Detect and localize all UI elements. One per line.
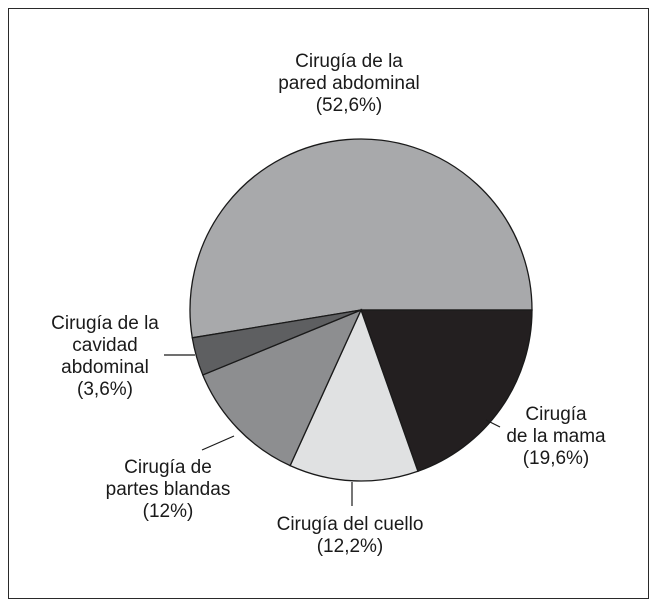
leader-lines (164, 354, 501, 506)
slice-cuello (289, 308, 419, 482)
leader-line-1 (485, 419, 501, 428)
slice-labels: Cirugía de la pared abdominal (52,6%)Cirug… (51, 51, 606, 557)
label-mama-line: Cirugía (525, 404, 587, 425)
leader-line-3 (201, 435, 235, 451)
slice-cavidad-abdominal (191, 309, 362, 376)
label-partes-blandas: Cirugía de partes blandas (12%) (106, 457, 231, 522)
label-partes-blandas-line: (12%) (143, 501, 194, 522)
label-partes-blandas-line: partes blandas (106, 479, 231, 500)
label-cavidad-abdominal-line: abdominal (61, 357, 149, 378)
label-cavidad-abdominal-line: Cirugía de la (51, 313, 159, 334)
label-cavidad-abdominal-line: cavidad (72, 335, 138, 356)
label-cuello-line: Cirugía del cuello (277, 514, 424, 535)
label-mama-line: (19,6%) (523, 448, 590, 469)
label-cuello-line: (12,2%) (317, 536, 384, 557)
label-pared-abdominal-line: pared abdominal (278, 73, 420, 94)
slice-pared-abdominal (189, 138, 533, 339)
label-partes-blandas-line: Cirugía de (124, 457, 212, 478)
label-pared-abdominal-line: Cirugía de la (295, 51, 403, 72)
label-pared-abdominal-line: (52,6%) (316, 95, 383, 116)
label-cuello: Cirugía del cuello (12,2%) (277, 514, 424, 557)
label-mama: Cirugía de la mama (19,6%) (506, 404, 606, 469)
slice-partes-blandas (201, 308, 363, 467)
label-cavidad-abdominal: Cirugía de la cavidad abdominal (3,6%) (51, 313, 159, 400)
pie-slices (189, 138, 533, 482)
label-cavidad-abdominal-line: (3,6%) (77, 379, 133, 400)
label-mama-line: de la mama (506, 426, 606, 447)
label-pared-abdominal: Cirugía de la pared abdominal (52,6%) (278, 51, 420, 116)
